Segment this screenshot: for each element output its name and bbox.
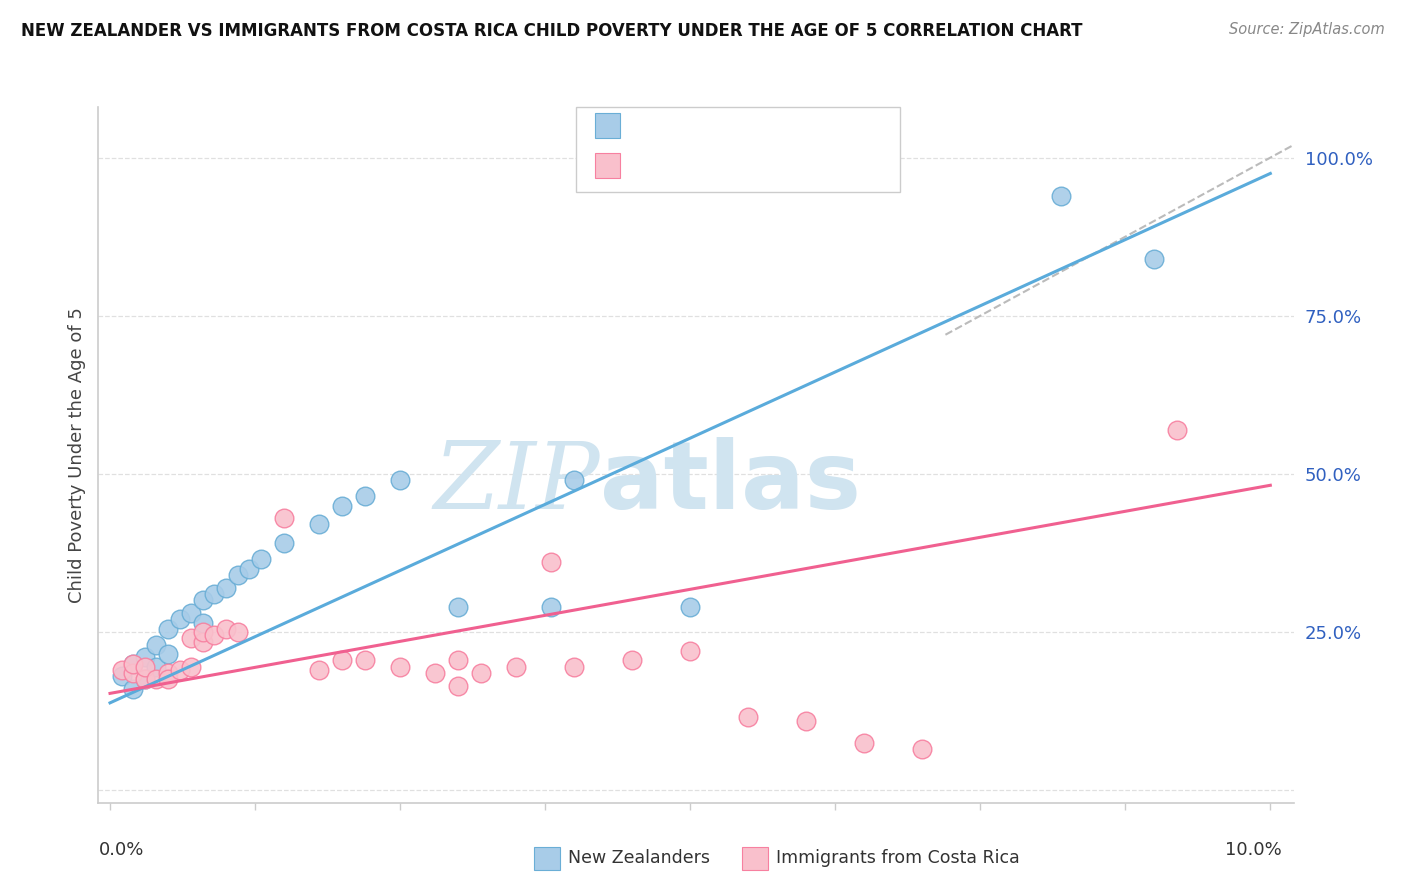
Point <box>447 653 470 667</box>
Point <box>1166 423 1188 437</box>
Point <box>330 499 353 513</box>
Point <box>157 673 180 687</box>
Y-axis label: Child Poverty Under the Age of 5: Child Poverty Under the Age of 5 <box>67 307 86 603</box>
Point <box>423 666 446 681</box>
Text: ZIP: ZIP <box>433 438 600 528</box>
Text: atlas: atlas <box>600 437 862 529</box>
Point <box>794 714 817 728</box>
Point <box>169 663 191 677</box>
Point <box>111 663 134 677</box>
Text: R = 0.602: R = 0.602 <box>631 117 721 135</box>
Point <box>679 644 702 658</box>
Point <box>447 679 470 693</box>
Point <box>273 511 295 525</box>
Text: New Zealanders: New Zealanders <box>568 849 710 867</box>
Point <box>191 593 214 607</box>
Point <box>122 657 145 671</box>
Point <box>562 660 585 674</box>
Point <box>204 587 226 601</box>
Point <box>1143 252 1166 266</box>
Point <box>238 562 260 576</box>
Point <box>191 625 214 640</box>
Point <box>145 660 167 674</box>
Point <box>226 625 249 640</box>
Point <box>215 581 238 595</box>
Point <box>621 653 644 667</box>
Point <box>157 647 180 661</box>
Point <box>215 622 238 636</box>
Point <box>505 660 527 674</box>
Point <box>157 666 180 681</box>
Point <box>111 669 134 683</box>
Point <box>180 606 202 620</box>
Text: 10.0%: 10.0% <box>1225 841 1282 859</box>
Point <box>308 663 330 677</box>
Point <box>273 536 295 550</box>
Point <box>308 517 330 532</box>
Point <box>191 634 214 648</box>
Point <box>204 628 226 642</box>
Point <box>134 660 156 674</box>
Point <box>354 489 377 503</box>
Point <box>389 660 412 674</box>
Point <box>1050 188 1073 202</box>
Text: N = 29: N = 29 <box>749 117 817 135</box>
Point <box>540 599 562 614</box>
Point <box>226 568 249 582</box>
Text: Immigrants from Costa Rica: Immigrants from Costa Rica <box>776 849 1019 867</box>
Point <box>250 552 273 566</box>
Text: Source: ZipAtlas.com: Source: ZipAtlas.com <box>1229 22 1385 37</box>
Text: 0.0%: 0.0% <box>98 841 143 859</box>
Point <box>180 660 202 674</box>
Point <box>330 653 353 667</box>
Point <box>679 599 702 614</box>
Point <box>470 666 492 681</box>
Point <box>134 673 156 687</box>
Point <box>122 681 145 696</box>
Point <box>122 657 145 671</box>
Text: N = 35: N = 35 <box>749 156 817 174</box>
Point <box>122 666 145 681</box>
Point <box>911 742 934 756</box>
Point <box>134 650 156 665</box>
Point <box>853 736 876 750</box>
Point <box>540 556 562 570</box>
Point <box>562 473 585 487</box>
Point <box>145 673 167 687</box>
Point <box>389 473 412 487</box>
Point <box>145 638 167 652</box>
Text: NEW ZEALANDER VS IMMIGRANTS FROM COSTA RICA CHILD POVERTY UNDER THE AGE OF 5 COR: NEW ZEALANDER VS IMMIGRANTS FROM COSTA R… <box>21 22 1083 40</box>
Point <box>157 622 180 636</box>
Point <box>191 615 214 630</box>
Point <box>447 599 470 614</box>
Point <box>180 632 202 646</box>
Point <box>737 710 759 724</box>
Text: R = 0.377: R = 0.377 <box>631 156 721 174</box>
Point <box>134 673 156 687</box>
Point <box>169 612 191 626</box>
Point <box>354 653 377 667</box>
